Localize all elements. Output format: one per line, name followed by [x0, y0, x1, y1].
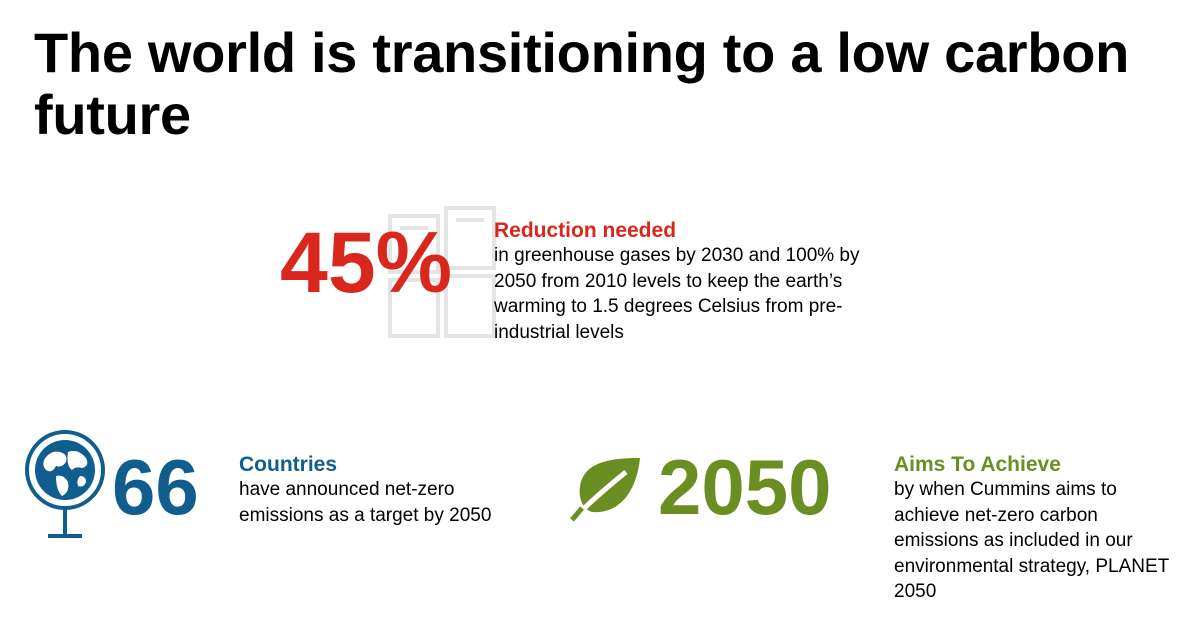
countries-heading: Countries [239, 453, 338, 476]
reduction-text: in greenhouse gases by 2030 and 100% by … [494, 245, 860, 343]
reduction-block: Reduction needed in greenhouse gases by … [494, 218, 894, 345]
leaf-icon [570, 458, 640, 522]
page-title: The world is transitioning to a low carb… [34, 21, 1130, 146]
year-value: 2050 [658, 443, 832, 531]
achieve-block: Aims To Achieve by when Cummins aims to … [894, 452, 1174, 605]
countries-value: 66 [112, 443, 199, 531]
reduction-heading: Reduction needed [494, 219, 677, 242]
countries-text: have announced net-zero emissions as a t… [239, 479, 492, 526]
globe-icon [25, 430, 105, 538]
achieve-heading: Aims To Achieve [894, 453, 1061, 476]
reduction-value: 45% [280, 215, 453, 311]
achieve-text: by when Cummins aims to achieve net-zero… [894, 479, 1169, 602]
countries-block: Countries have announced net-zero emissi… [239, 452, 499, 528]
window-watermark-icon [388, 206, 496, 338]
